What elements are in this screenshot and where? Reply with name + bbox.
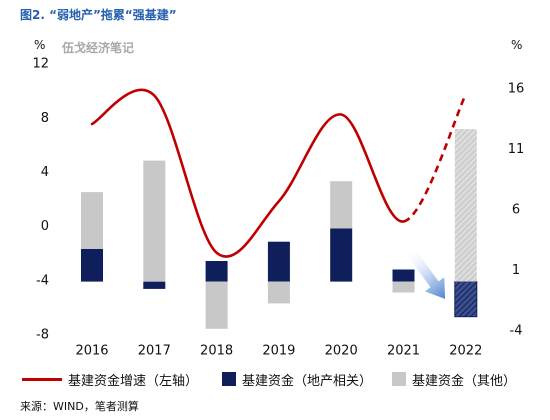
bar-2021-property-related — [392, 269, 415, 282]
legend-item-property: 基建资金（地产相关） — [222, 369, 372, 389]
page-title: 图2. “弱地产”拖累“强基建” — [20, 8, 177, 22]
legend-label-property: 基建资金（地产相关） — [242, 373, 373, 389]
bar-2018-property-related — [205, 261, 228, 282]
legend-item-other: 基建资金（其他） — [392, 369, 516, 389]
left-axis: 12 8 4 0 -4 -8 — [32, 57, 49, 343]
line-infrastructure-funding-growth-dashed — [402, 93, 467, 223]
legend: 基建资金增速（左轴） 基建资金（地产相关） 基建资金（其他） — [0, 369, 550, 389]
right-axis-tick-label: 16 — [508, 82, 525, 97]
watermark: 伍戈经济笔记 — [62, 41, 135, 55]
right-axis: 16 11 6 1 -4 — [508, 82, 525, 339]
bar-2017-property-related — [143, 281, 166, 289]
left-axis-tick-label: 0 — [41, 219, 49, 234]
x-axis-label: 2020 — [325, 344, 358, 359]
bars-layer — [81, 129, 478, 329]
bar-2020-property-related — [330, 228, 353, 282]
bar-2022-other — [454, 129, 477, 282]
legend-item-growth: 基建资金增速（左轴） — [22, 369, 198, 389]
right-axis-tick-label: -4 — [510, 324, 523, 339]
right-axis-tick-label: 11 — [508, 142, 525, 157]
x-axis-label: 2019 — [262, 344, 295, 359]
left-axis-tick-label: 4 — [41, 165, 49, 180]
x-axis-label: 2016 — [75, 344, 108, 359]
bar-2016-property-related — [81, 248, 103, 282]
x-axis-label: 2017 — [138, 344, 171, 359]
source-note: 来源：WIND，笔者测算 — [20, 400, 139, 413]
legend-swatch-property — [222, 372, 236, 386]
bar-2020-other — [330, 181, 353, 229]
bar-2016-other — [81, 192, 103, 249]
left-axis-tick-label: -8 — [36, 328, 49, 343]
x-axis-label: 2022 — [449, 344, 482, 359]
arrow-down-right-icon — [406, 249, 446, 299]
bar-2019-property-related — [267, 241, 290, 282]
legend-swatch-other — [392, 372, 406, 386]
bar-2019-other — [267, 281, 290, 304]
legend-label-other: 基建资金（其他） — [412, 373, 517, 389]
legend-swatch-line — [22, 377, 62, 381]
right-axis-tick-label: 1 — [512, 263, 520, 278]
bar-2018-other — [205, 281, 228, 329]
bar-2021-other — [392, 281, 415, 293]
left-axis-tick-label: 8 — [41, 111, 49, 126]
legend-label-growth: 基建资金增速（左轴） — [68, 373, 199, 389]
left-axis-tick-label: -4 — [36, 273, 49, 288]
left-axis-tick-label: 12 — [32, 57, 49, 72]
line-layer — [90, 88, 467, 258]
bar-2022-property-related — [454, 281, 478, 318]
x-axis: 2016 2017 2018 2019 2020 2021 2022 — [75, 344, 482, 359]
right-axis-tick-label: 6 — [512, 203, 520, 218]
x-axis-label: 2021 — [387, 344, 420, 359]
bar-2017-other — [143, 160, 166, 282]
left-axis-unit: % — [34, 38, 46, 52]
line-infrastructure-funding-growth — [90, 88, 405, 258]
right-axis-unit: % — [511, 38, 523, 52]
x-axis-label: 2018 — [200, 344, 233, 359]
